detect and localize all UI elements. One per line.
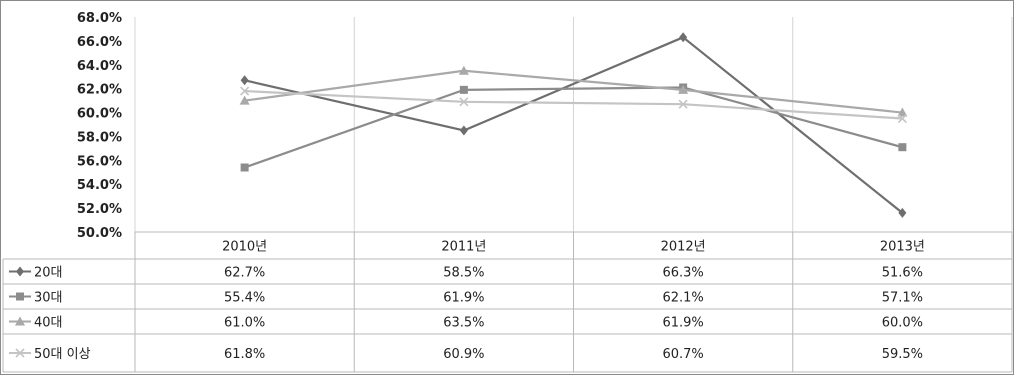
series-3 <box>239 65 908 117</box>
table-value: 55.4% <box>224 291 265 306</box>
table-value: 66.3% <box>662 266 703 281</box>
table-value: 61.8% <box>224 347 265 362</box>
data-point <box>458 65 469 75</box>
data-point <box>678 84 689 94</box>
x-category-label: 2013년 <box>880 240 925 255</box>
table-value: 62.7% <box>224 266 265 281</box>
data-point <box>459 85 468 94</box>
table-value: 63.5% <box>443 316 484 331</box>
y-tick-label: 66.0% <box>77 35 122 50</box>
data-point <box>897 107 908 117</box>
legend-label: 50대 이상 <box>34 347 91 362</box>
data-point <box>16 266 24 277</box>
table-value: 61.9% <box>443 291 484 306</box>
data-table: 2010년 2011년 2012년 2013년 20대 62.7% 58.5% 66.3% 51… <box>2 231 1013 373</box>
series-4 <box>240 86 907 124</box>
table-value: 51.6% <box>882 266 923 281</box>
series-line <box>244 36 904 214</box>
y-tick-label: 52.0% <box>77 202 122 217</box>
data-point <box>679 32 688 43</box>
y-tick-label: 68.0% <box>77 11 122 26</box>
y-tick-label: 56.0% <box>77 154 122 169</box>
legend-label: 30대 <box>34 291 63 306</box>
data-point <box>239 95 250 105</box>
data-point <box>459 125 468 136</box>
legend-label: 20대 <box>34 266 63 281</box>
y-tick-label: 64.0% <box>77 59 122 74</box>
table-value: 61.0% <box>224 316 265 331</box>
table-value: 59.5% <box>882 347 923 362</box>
y-tick-label: 54.0% <box>77 178 122 193</box>
data-point <box>240 163 249 172</box>
data-point <box>898 207 907 218</box>
table-value: 62.1% <box>662 291 703 306</box>
grid-layer <box>134 17 1013 232</box>
data-point <box>240 75 249 86</box>
data-point <box>678 99 688 109</box>
x-category-label: 2011년 <box>441 240 486 255</box>
data-point <box>16 292 24 301</box>
y-tick-label: 50.0% <box>77 226 122 241</box>
series-line <box>244 89 903 120</box>
series-line <box>244 69 903 114</box>
y-tick-label: 60.0% <box>77 107 122 122</box>
x-category-label: 2012년 <box>661 240 706 255</box>
data-point <box>897 113 907 124</box>
table-value: 60.9% <box>443 347 484 362</box>
data-point <box>240 86 250 96</box>
series-1 <box>240 32 907 218</box>
data-point <box>898 143 907 152</box>
y-axis-tick-labels: 50.0% 52.0% 54.0% 56.0% 58.0% 60.0% 62.0% 64.0%… <box>77 11 122 241</box>
series-lines <box>239 32 908 218</box>
table-value: 61.9% <box>662 316 703 331</box>
x-category-label: 2010년 <box>222 240 267 255</box>
data-point <box>15 316 25 326</box>
data-point <box>459 97 469 107</box>
legend-label: 40대 <box>34 316 63 331</box>
table-value: 58.5% <box>443 266 484 281</box>
table-value: 60.7% <box>662 347 703 362</box>
table-value: 60.0% <box>882 316 923 331</box>
data-point <box>15 348 25 358</box>
series-line <box>244 86 903 169</box>
y-tick-label: 58.0% <box>77 130 122 145</box>
table-value: 57.1% <box>882 291 923 306</box>
y-tick-label: 62.0% <box>77 83 122 98</box>
